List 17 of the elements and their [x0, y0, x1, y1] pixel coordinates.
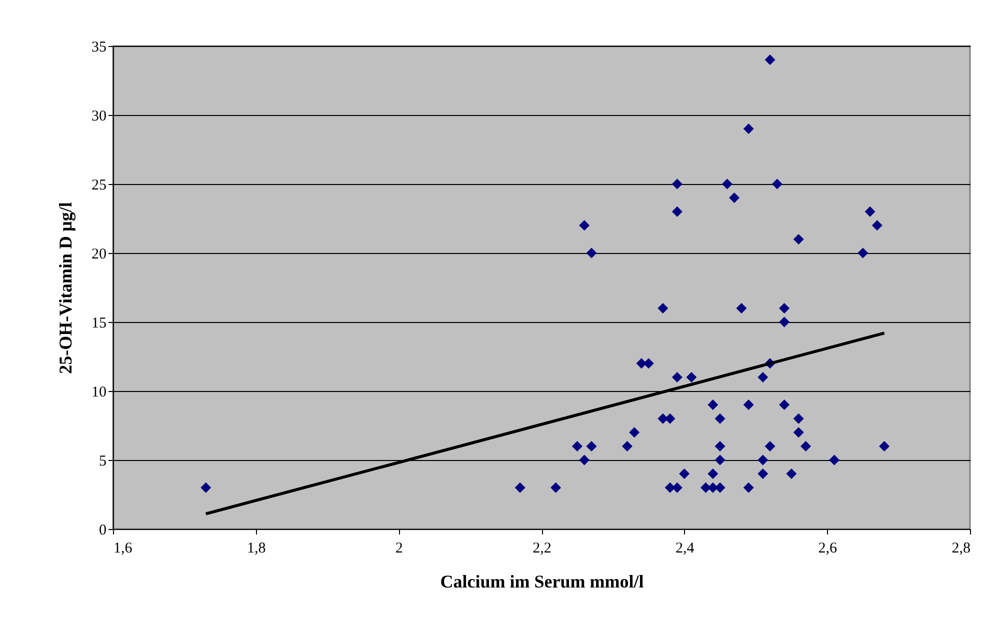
x-tick-label: 2,2 — [532, 540, 552, 556]
x-tick-label: 2,4 — [675, 540, 695, 556]
x-tick-label: 2,8 — [952, 540, 970, 556]
y-tick-label: 20 — [92, 246, 106, 262]
x-tick-label: 1,8 — [246, 540, 266, 556]
y-tick-label: 10 — [92, 384, 106, 400]
x-axis-title: Calcium im Serum mmol/l — [440, 572, 644, 592]
x-tick-label: 1,6 — [114, 540, 133, 556]
y-tick-label: 35 — [92, 40, 106, 56]
y-tick-label: 15 — [92, 316, 106, 332]
x-tick-label: 2,6 — [818, 540, 838, 556]
y-tick-label: 30 — [92, 108, 106, 124]
x-tick-label: 2 — [395, 540, 403, 556]
y-axis-title: 25-OH-Vitamin D µg/l — [56, 202, 76, 374]
y-tick-label: 0 — [99, 522, 106, 538]
y-tick-label: 5 — [99, 454, 106, 470]
y-tick-label: 25 — [92, 178, 106, 194]
